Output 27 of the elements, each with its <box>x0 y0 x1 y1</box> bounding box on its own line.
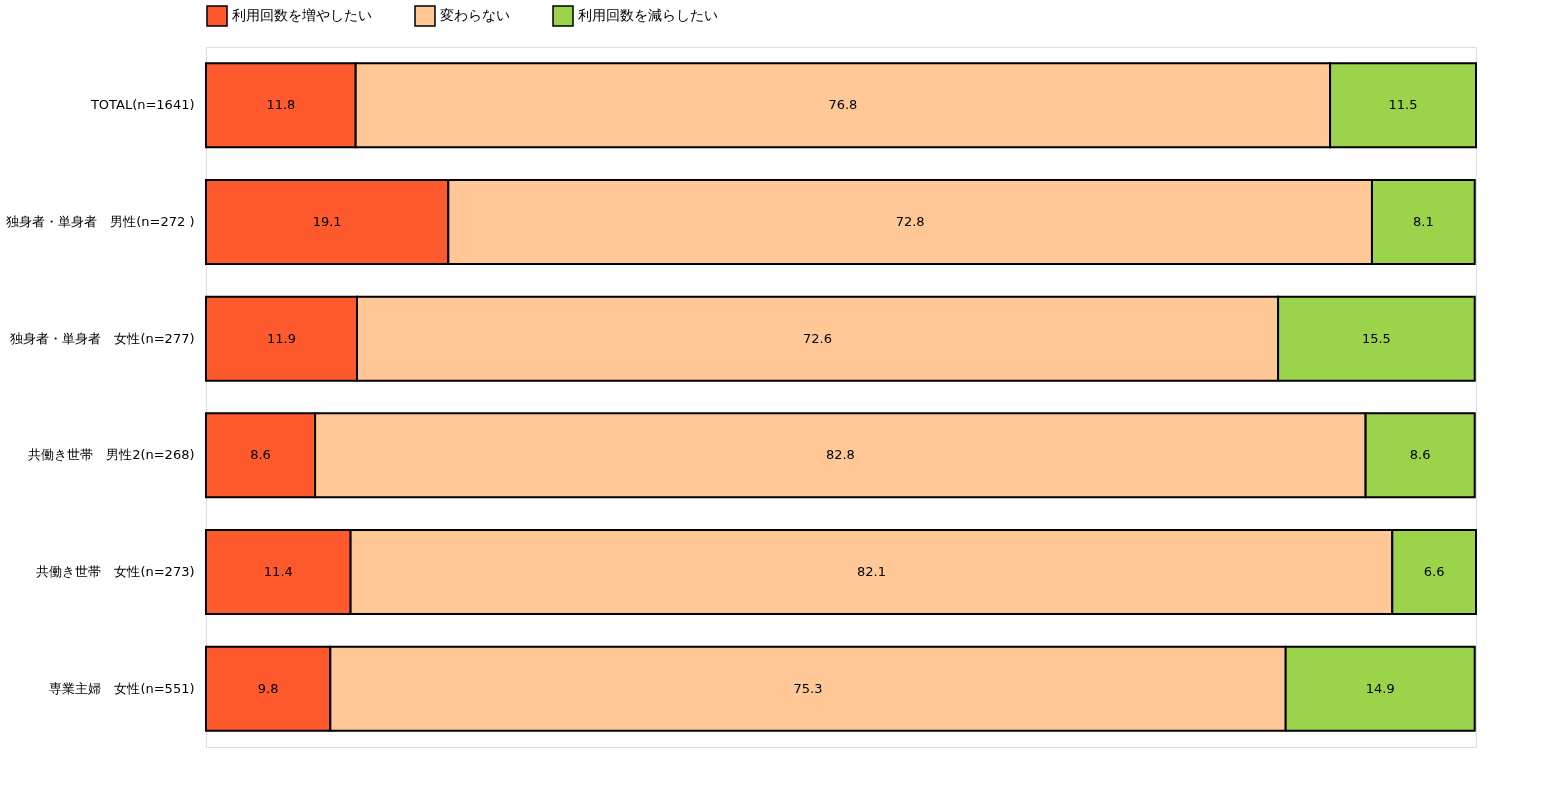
data-label: 75.3 <box>793 680 823 696</box>
data-label: 72.6 <box>803 330 833 346</box>
data-label: 76.8 <box>828 97 858 113</box>
data-label: 82.8 <box>825 447 855 463</box>
data-label: 82.1 <box>856 564 886 579</box>
data-label: 11.4 <box>263 564 293 579</box>
data-label: 6.6 <box>1423 564 1445 579</box>
legend-label: 変わらない <box>440 7 510 23</box>
y-tick-label: 共働き世帯 男性2(n=268) <box>28 447 195 463</box>
legend-label: 利用回数を増やしたい <box>232 7 372 23</box>
data-label: 8.6 <box>1409 447 1431 463</box>
data-label: 11.5 <box>1388 97 1418 113</box>
data-label: 11.9 <box>267 330 296 346</box>
y-tick-label: 独身者・単身者 女性(n=277) <box>10 330 195 346</box>
data-label: 8.1 <box>1413 214 1434 229</box>
data-label: 19.1 <box>312 214 342 229</box>
y-tick-label: 独身者・単身者 男性(n=272 ) <box>6 214 195 229</box>
y-tick-label: TOTAL(n=1641) <box>89 97 195 113</box>
legend-label: 利用回数を減らしたい <box>578 7 718 23</box>
data-label: 14.9 <box>1365 680 1395 696</box>
y-tick-label: 専業主婦 女性(n=551) <box>49 680 195 696</box>
data-label: 72.8 <box>895 214 925 229</box>
data-label: 15.5 <box>1361 330 1391 346</box>
data-label: 11.8 <box>266 97 296 113</box>
data-label: 8.6 <box>250 447 271 463</box>
y-tick-label: 共働き世帯 女性(n=273) <box>36 564 195 579</box>
data-label: 9.8 <box>257 680 279 696</box>
